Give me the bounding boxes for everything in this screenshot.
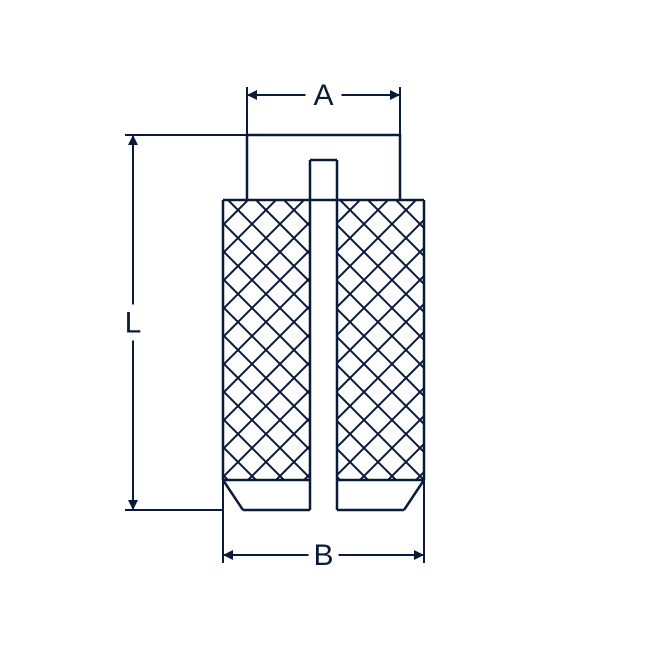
dimension-label-b: B [313,539,333,572]
technical-diagram: A B L [0,0,670,670]
dimension-label-l: L [125,307,142,340]
dimension-label-a: A [313,79,333,112]
